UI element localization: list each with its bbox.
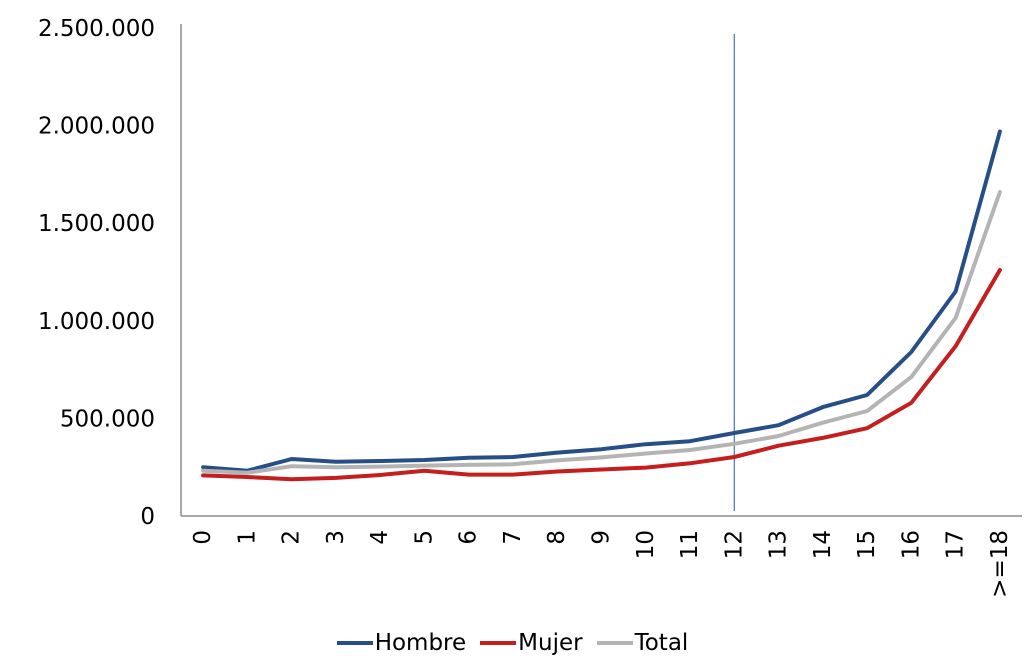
legend-label: Hombre <box>374 630 467 656</box>
legend-label: Total <box>634 630 689 656</box>
y-tick-label: 0 <box>140 504 155 530</box>
legend-swatch <box>480 641 517 645</box>
y-tick-label: 1.000.000 <box>38 309 155 335</box>
y-axis: 0 500.000 1.000.000 1.500.000 2.000.000 2.500… <box>38 16 182 530</box>
x-tick-label: 9 <box>589 530 615 545</box>
x-tick-label: 5 <box>411 530 437 545</box>
legend-label: Mujer <box>518 630 583 656</box>
x-tick-label: 15 <box>854 530 880 559</box>
x-axis: 0 1 2 3 4 5 6 7 8 9 10 11 12 13 14 15 16 17 >=18 <box>181 515 1022 598</box>
x-tick-label: 13 <box>766 530 792 559</box>
x-tick-label: 11 <box>677 530 703 559</box>
x-tick-label: 6 <box>456 530 482 545</box>
series-line-total <box>201 190 1002 475</box>
x-tick-label: 14 <box>810 530 836 559</box>
x-tick-label: 2 <box>279 530 305 545</box>
x-tick-label: 10 <box>633 530 659 559</box>
y-tick-label: 2.000.000 <box>38 114 155 140</box>
legend-item-hombre: Hombre <box>336 628 467 658</box>
x-tick-label: 16 <box>898 530 924 559</box>
legend-swatch <box>596 641 633 645</box>
x-tick-label: 3 <box>323 530 349 545</box>
y-tick-label: 2.500.000 <box>38 16 155 42</box>
series-line-hombre <box>201 129 1002 473</box>
x-tick-label: 17 <box>943 530 969 559</box>
legend: Hombre Mujer Total <box>0 628 1025 658</box>
series-lines <box>201 129 1002 482</box>
x-tick-label: >=18 <box>987 530 1013 598</box>
legend-item-mujer: Mujer <box>480 628 583 658</box>
series-line-mujer <box>201 268 1002 482</box>
x-tick-label: 1 <box>234 530 260 545</box>
x-tick-label: 7 <box>500 530 526 545</box>
x-tick-label: 4 <box>367 530 393 545</box>
x-tick-label: 0 <box>190 530 216 545</box>
y-tick-label: 1.500.000 <box>38 211 155 237</box>
x-tick-label: 12 <box>721 530 747 559</box>
legend-item-total: Total <box>596 628 689 658</box>
legend-swatch <box>336 641 373 645</box>
y-tick-label: 500.000 <box>60 406 155 432</box>
x-tick-label: 8 <box>544 530 570 545</box>
